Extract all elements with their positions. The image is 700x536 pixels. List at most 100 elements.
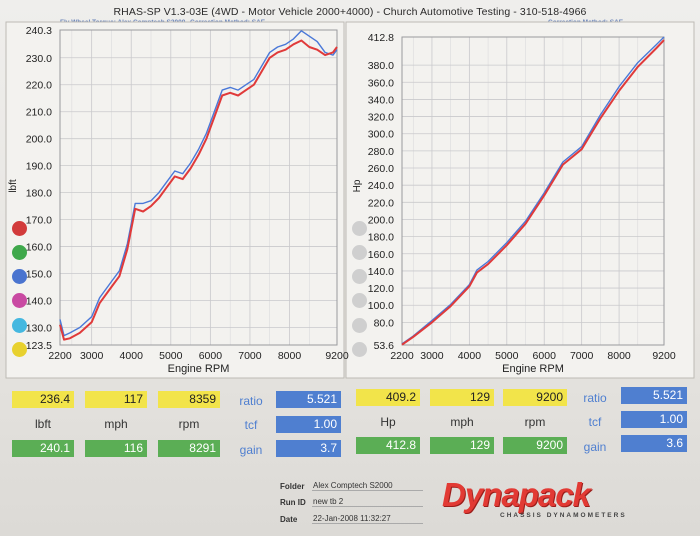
left-gain-label: gain (239, 443, 263, 457)
y-tick-label: 140.0 (26, 296, 52, 308)
x-tick-label: 4000 (120, 350, 144, 362)
x-tick-label: 7000 (570, 350, 594, 362)
y-tick-label: 240.0 (368, 180, 394, 192)
legend-swatch[interactable] (12, 245, 27, 260)
y-tick-label: 123.5 (26, 340, 52, 352)
y-tick-label: 120.0 (368, 283, 394, 295)
legend-swatch-empty[interactable] (352, 221, 367, 236)
right-label-hp: Hp (380, 415, 396, 429)
y-tick-label: 360.0 (368, 77, 394, 89)
charts-canvas: 240.3 230.0 220.0 210.0 200.0 190.0 180.0 170.0… (5, 21, 695, 379)
y-tick-label: 140.0 (368, 266, 394, 278)
x-axis-label: Engine RPM (168, 363, 230, 375)
y-tick-label: 200.0 (368, 214, 394, 226)
x-tick-label: 8000 (278, 350, 302, 362)
y-tick-label: 130.0 (26, 322, 52, 334)
legend-swatch-empty[interactable] (352, 318, 367, 333)
right-row2-val3: 9200 (503, 437, 567, 454)
legend-swatch[interactable] (12, 221, 27, 236)
y-axis-label: Hp (352, 179, 363, 192)
y-tick-label: 340.0 (368, 94, 394, 106)
y-tick-label: 160.0 (26, 242, 52, 254)
x-tick-label: 9200 (652, 350, 676, 362)
y-tick-label: 170.0 (26, 215, 52, 227)
legend-swatch[interactable] (12, 318, 27, 333)
left-label-mph: mph (104, 417, 128, 431)
right-tcf-label: tcf (588, 415, 602, 429)
y-tick-label: 180.0 (26, 188, 52, 200)
y-tick-label: 80.0 (374, 317, 395, 329)
x-tick-label: 4000 (458, 350, 482, 362)
left-ratio-label: ratio (239, 394, 263, 408)
legend-swatch-empty[interactable] (352, 342, 367, 357)
legend-swatch-empty[interactable] (352, 245, 367, 260)
left-row1-val2: 117 (85, 391, 147, 408)
x-tick-label: 2200 (48, 350, 72, 362)
left-row2-val2: 116 (85, 440, 147, 457)
y-tick-label: 180.0 (368, 232, 394, 244)
right-row2-val1: 412.8 (356, 437, 420, 454)
series-line-2 (59, 30, 338, 337)
x-tick-label: 7000 (238, 350, 262, 362)
chart-2: 412.8 380.0 360.0 340.0 320.0 300.0 280.0 260.0… (352, 32, 676, 375)
right-gain-value: 3.6 (621, 435, 687, 452)
left-gain-value: 3.7 (276, 440, 341, 457)
y-tick-label: 412.8 (368, 32, 394, 44)
left-label-lbft: lbft (34, 417, 51, 431)
right-gain-label: gain (583, 440, 607, 454)
plot-area (59, 29, 338, 346)
y-tick-label: 220.0 (26, 80, 52, 92)
right-ratio-value: 5.521 (621, 387, 687, 404)
right-label-rpm: rpm (524, 415, 546, 429)
folder-value: Alex Comptech S2000 (312, 481, 423, 491)
x-tick-label: 8000 (607, 350, 631, 362)
date-label: Date (280, 515, 298, 524)
right-row1-val1: 409.2 (356, 389, 420, 406)
y-tick-label: 240.3 (26, 25, 52, 37)
legend-swatch[interactable] (12, 269, 27, 284)
date-value: 22-Jan-2008 11:32:27 (312, 514, 423, 524)
series-line-2 (401, 36, 665, 345)
y-axis-label: lbft (8, 179, 19, 193)
y-tick-label: 190.0 (26, 161, 52, 173)
dynapack-logo: Dynapack CHASSIS DYNAMOMETERS (440, 476, 672, 524)
x-tick-label: 6000 (199, 350, 223, 362)
right-tcf-value: 1.00 (621, 411, 687, 428)
left-label-rpm: rpm (178, 417, 200, 431)
right-row1-val3: 9200 (503, 389, 567, 406)
left-tcf-value: 1.00 (276, 416, 341, 433)
plot-area (401, 36, 665, 346)
run-info: Folder Alex Comptech S2000 Run ID new tb… (268, 476, 698, 534)
y-tick-label: 300.0 (368, 129, 394, 141)
y-tick-label: 210.0 (26, 107, 52, 119)
runid-label: Run ID (280, 498, 306, 507)
left-ratio-value: 5.521 (276, 391, 341, 408)
report-title: RHAS-SP V1.3-03E (4WD - Motor Vehicle 20… (113, 6, 587, 18)
y-tick-label: 100.0 (368, 300, 394, 312)
left-tcf-label: tcf (244, 418, 258, 432)
logo-subtitle: CHASSIS DYNAMOMETERS (500, 512, 627, 519)
y-tick-label: 220.0 (368, 197, 394, 209)
right-ratio-label: ratio (583, 391, 607, 405)
x-tick-label: 2200 (390, 350, 414, 362)
legend-swatch-empty[interactable] (352, 269, 367, 284)
y-tick-label: 200.0 (26, 134, 52, 146)
x-tick-label: 3000 (420, 350, 444, 362)
x-axis-label: Engine RPM (502, 363, 564, 375)
left-row2-val3: 8291 (158, 440, 220, 457)
legend-swatch[interactable] (12, 342, 27, 357)
x-tick-label: 5000 (495, 350, 519, 362)
legend-swatch-empty[interactable] (352, 293, 367, 308)
y-tick-label: 150.0 (26, 269, 52, 281)
y-tick-label: 380.0 (368, 60, 394, 72)
y-tick-label: 320.0 (368, 112, 394, 124)
runid-value: new tb 2 (312, 497, 423, 507)
y-tick-label: 53.6 (374, 340, 395, 352)
right-row1-val2: 129 (430, 389, 494, 406)
legend-swatch[interactable] (12, 293, 27, 308)
right-row2-val2: 129 (430, 437, 494, 454)
logo-wordmark: Dynapack (442, 476, 591, 513)
chart-1: 240.3 230.0 220.0 210.0 200.0 190.0 180.0 170.0… (8, 25, 349, 375)
y-tick-label: 230.0 (26, 53, 52, 65)
